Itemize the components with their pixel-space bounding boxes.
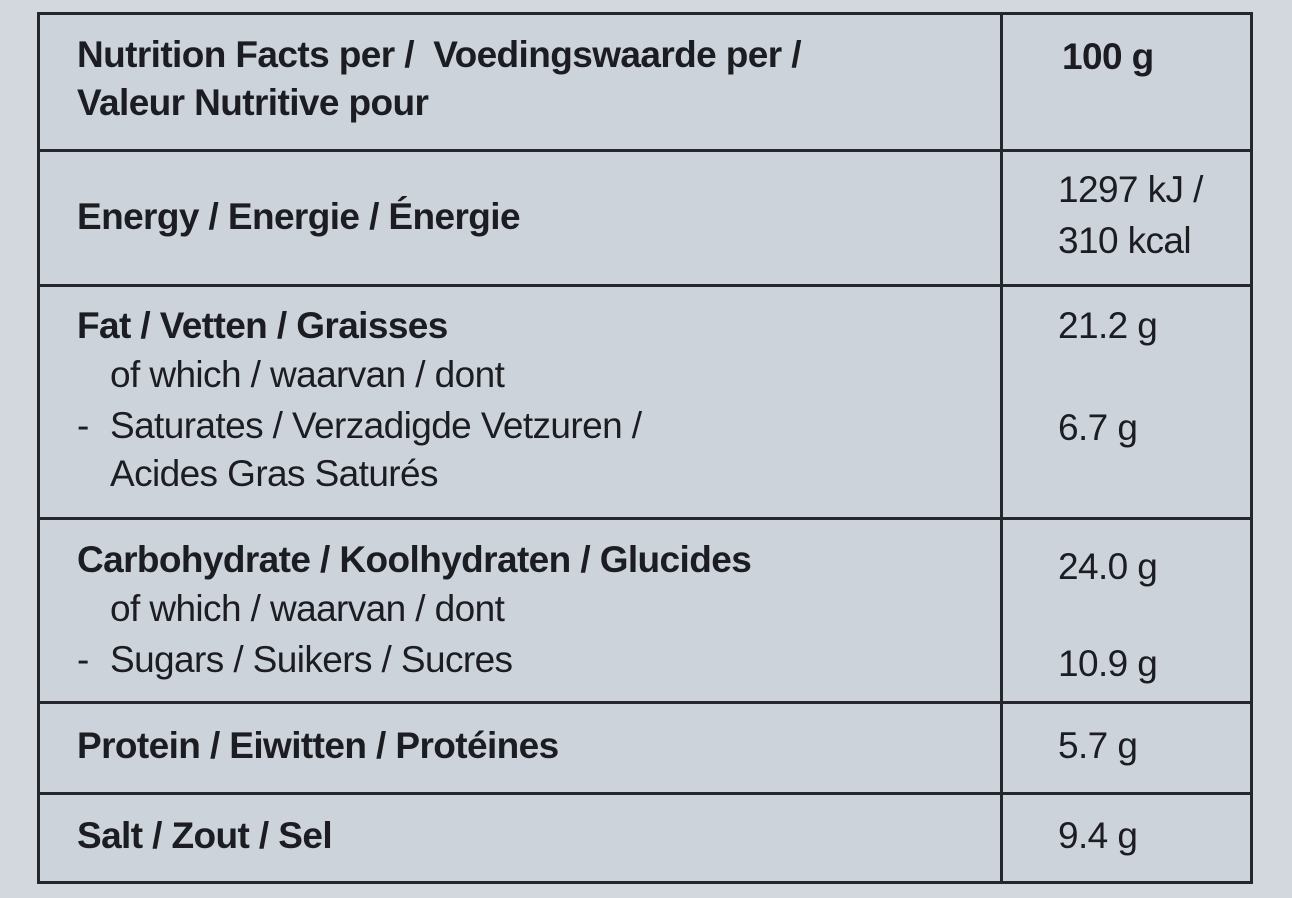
row-label: Carbohydrate / Koolhydraten / Glucides [77,539,752,580]
sub-item: Acides Gras Saturés [110,453,439,494]
row-rule [37,701,1253,704]
sub-label: of which / waarvan / dont [110,354,505,395]
sub-value: 10.9 g [1058,643,1158,684]
sub-marker: - [77,405,89,446]
header-label: Nutrition Facts per / Voedingswaarde per… [77,34,802,75]
row-rule [37,792,1253,795]
row-label: Protein / Eiwitten / Protéines [77,725,559,766]
row-rule [37,149,1253,152]
row-value: 5.7 g [1058,725,1138,766]
row-value: 9.4 g [1058,815,1138,856]
column-rule [1000,12,1003,884]
row-value: 310 kcal [1058,220,1192,261]
sub-marker: - [77,639,89,680]
row-label: Salt / Zout / Sel [77,815,333,856]
table-frame [37,12,1253,884]
sub-item: Sugars / Suikers / Sucres [110,639,513,680]
row-label: Energy / Energie / Énergie [77,196,521,237]
sub-item: Saturates / Verzadigde Vetzuren / [110,405,642,446]
header-value: 100 g [1062,36,1154,77]
sub-value: 6.7 g [1058,407,1138,448]
row-rule [37,517,1253,520]
row-rule [37,284,1253,287]
row-value: 1297 kJ / [1058,169,1203,210]
sub-label: of which / waarvan / dont [110,588,505,629]
row-value: 24.0 g [1058,546,1158,587]
row-value: 21.2 g [1058,305,1158,346]
row-label: Fat / Vetten / Graisses [77,305,448,346]
header-label: Valeur Nutritive pour [77,82,429,123]
